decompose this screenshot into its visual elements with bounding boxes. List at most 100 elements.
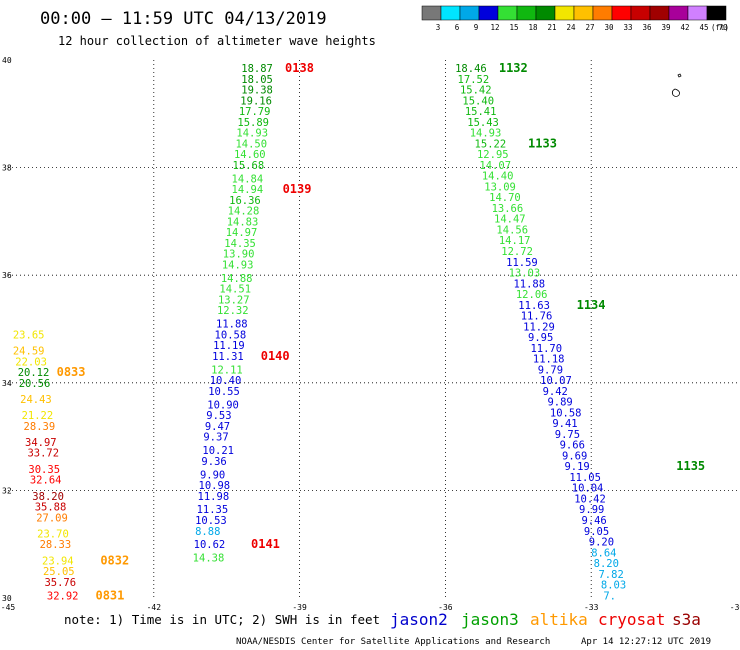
- legend-swatch: [573, 5, 594, 21]
- swh-value: 10.40: [210, 375, 242, 387]
- swh-value: 11.29: [523, 321, 555, 333]
- swh-value: 13.27: [218, 294, 250, 306]
- swh-value: 12.06: [516, 289, 548, 301]
- y-tick-label: 38: [2, 164, 12, 173]
- swh-value: 9.46: [581, 515, 606, 527]
- legend-label: 15: [509, 23, 518, 32]
- legend-swatch: [440, 5, 461, 21]
- chart-title: 00:00 – 11:59 UTC 04/13/2019: [40, 9, 327, 29]
- swh-value: 8.20: [594, 558, 619, 570]
- swh-value: 14.84: [232, 173, 264, 185]
- swh-value: 12.11: [211, 364, 243, 376]
- swh-value: 14.70: [489, 192, 521, 204]
- x-tick-label: -36: [438, 603, 453, 612]
- swh-value: 15.40: [462, 95, 494, 107]
- swh-value: 30.35: [28, 464, 60, 476]
- swh-value: 14.50: [235, 138, 267, 150]
- color-legend: 3 6 9 12 15 18 21 24 27 30 33 36 39 42 45 70: [421, 5, 728, 32]
- pass-time-label: 0140: [261, 349, 290, 363]
- legend-swatch: [706, 5, 727, 21]
- swh-value: 12.95: [477, 149, 509, 161]
- swh-value: 9.69: [562, 450, 587, 462]
- swh-value: 11.88: [216, 319, 248, 331]
- swh-value: 9.66: [560, 440, 585, 452]
- swh-value: 9.75: [555, 429, 580, 441]
- pass-time-label: 0832: [100, 553, 129, 567]
- swh-value: 17.79: [239, 106, 271, 118]
- swh-value: 35.88: [35, 502, 67, 514]
- legend-label: 39: [661, 23, 670, 32]
- pass-time-label: 0141: [251, 537, 280, 551]
- legend-label: 18: [528, 23, 538, 32]
- legend-swatch: [630, 5, 651, 21]
- swh-value: 20.56: [19, 378, 51, 390]
- swh-value: 9.95: [528, 332, 553, 344]
- swh-value: 14.07: [479, 160, 511, 172]
- y-tick-label: 30: [2, 594, 12, 603]
- swh-value: 9.79: [538, 364, 563, 376]
- swh-value: 9.20: [589, 537, 614, 549]
- y-tick-label: 40: [2, 56, 12, 65]
- pass-time-label: 1134: [577, 298, 606, 312]
- x-tick-label: -42: [147, 603, 162, 612]
- swh-value: 14.94: [232, 184, 264, 196]
- swh-value: 11.98: [198, 491, 230, 503]
- pass-time-label: 1132: [499, 61, 528, 75]
- swh-value: 32.92: [47, 590, 79, 602]
- legend-label: 70: [718, 23, 728, 32]
- legend-label: 45: [699, 23, 708, 32]
- swh-value: 25.05: [43, 566, 75, 578]
- x-tick-label: -30: [730, 603, 740, 612]
- y-tick-label: 36: [2, 271, 12, 280]
- swh-value: 9.19: [564, 461, 589, 473]
- legend-swatch: [611, 5, 632, 21]
- swh-value: 15.22: [475, 138, 507, 150]
- legend-swatch: [592, 5, 613, 21]
- legend-label: 24: [566, 23, 576, 32]
- swh-value: 23.70: [37, 528, 69, 540]
- legend-label: 12: [490, 23, 499, 32]
- legend-label: 42: [680, 23, 689, 32]
- legend-swatch: [421, 5, 442, 21]
- swh-value: 11.76: [521, 311, 553, 323]
- satellite-name: jason2: [390, 610, 448, 629]
- swh-value: 32.64: [30, 475, 62, 487]
- satellite-name: altika: [530, 610, 588, 629]
- pass-time-label: 0833: [57, 365, 86, 379]
- swh-value: 11.59: [506, 257, 538, 269]
- swh-value: 10.04: [572, 483, 604, 495]
- swh-value: 13.66: [492, 203, 524, 215]
- swh-value: 10.07: [540, 375, 572, 387]
- swh-value: 34.97: [25, 437, 57, 449]
- swh-value: 13.09: [484, 181, 516, 193]
- x-tick-label: -45: [1, 603, 16, 612]
- swh-value: 7.: [603, 590, 616, 602]
- island-outline: [671, 73, 682, 97]
- legend-label: 6: [455, 23, 460, 32]
- y-tick-labels: 30 32 34 36 38 40: [2, 56, 12, 603]
- swh-value: 11.31: [212, 351, 244, 363]
- swh-value: 15.89: [237, 117, 269, 129]
- grid-lines: [8, 60, 737, 598]
- legend-swatch: [535, 5, 556, 21]
- swh-value: 14.60: [234, 149, 266, 161]
- footer-credit: NOAA/NESDIS Center for Satellite Applica…: [236, 637, 550, 647]
- legend-label: 27: [585, 23, 594, 32]
- swh-value: 28.33: [40, 539, 72, 551]
- swh-value: 24.59: [13, 346, 45, 358]
- swh-value: 9.37: [203, 432, 228, 444]
- swh-value: 11.70: [530, 343, 562, 355]
- x-tick-label: -33: [584, 603, 599, 612]
- swh-value: 8.03: [601, 580, 626, 592]
- swh-value: 10.98: [199, 480, 231, 492]
- swh-value: 14.38: [193, 553, 225, 565]
- swh-value: 14.93: [470, 128, 502, 140]
- swh-value: 22.03: [15, 356, 47, 368]
- swh-value: 9.42: [543, 386, 568, 398]
- swh-value: 9.99: [579, 504, 604, 516]
- legend-swatch: [497, 5, 518, 21]
- pass-time-label: 1133: [528, 136, 557, 150]
- swh-value: 10.53: [195, 515, 227, 527]
- pass-time-label: 0831: [95, 588, 124, 602]
